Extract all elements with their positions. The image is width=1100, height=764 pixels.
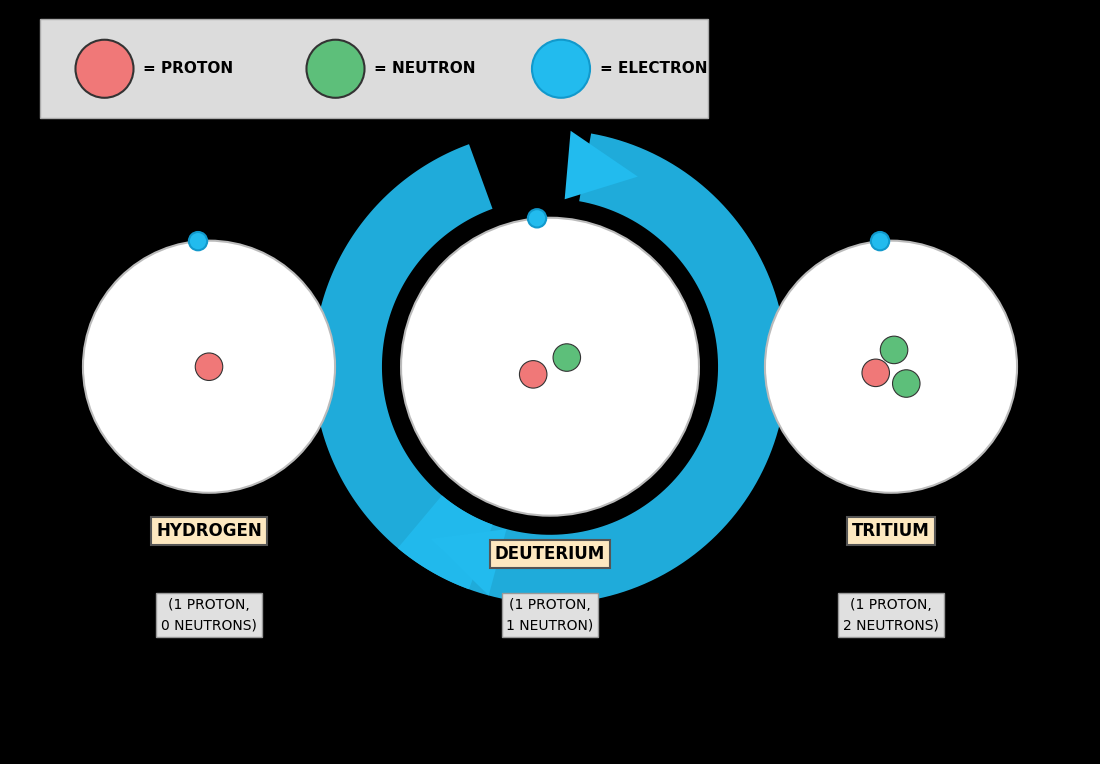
- Circle shape: [892, 370, 920, 397]
- Polygon shape: [314, 144, 493, 589]
- Text: = PROTON: = PROTON: [143, 61, 233, 76]
- Circle shape: [871, 232, 889, 251]
- Polygon shape: [564, 131, 638, 199]
- Circle shape: [196, 353, 222, 380]
- Polygon shape: [430, 529, 506, 595]
- Circle shape: [307, 40, 364, 98]
- Circle shape: [528, 209, 547, 228]
- Text: (1 PROTON,
0 NEUTRONS): (1 PROTON, 0 NEUTRONS): [161, 597, 257, 633]
- Text: (1 PROTON,
2 NEUTRONS): (1 PROTON, 2 NEUTRONS): [843, 597, 939, 633]
- Circle shape: [402, 218, 698, 516]
- Text: (1 PROTON,
1 NEUTRON): (1 PROTON, 1 NEUTRON): [506, 597, 594, 633]
- Text: HYDROGEN: HYDROGEN: [156, 522, 262, 540]
- Circle shape: [82, 241, 336, 493]
- Circle shape: [519, 361, 547, 388]
- FancyBboxPatch shape: [41, 19, 707, 118]
- Circle shape: [764, 241, 1018, 493]
- Text: = NEUTRON: = NEUTRON: [374, 61, 475, 76]
- Polygon shape: [398, 134, 786, 604]
- Circle shape: [880, 336, 907, 364]
- Text: DEUTERIUM: DEUTERIUM: [495, 545, 605, 563]
- Circle shape: [862, 359, 890, 387]
- Circle shape: [532, 40, 590, 98]
- Circle shape: [553, 344, 581, 371]
- Circle shape: [76, 40, 133, 98]
- Text: TRITIUM: TRITIUM: [852, 522, 930, 540]
- Text: = ELECTRON: = ELECTRON: [600, 61, 707, 76]
- Circle shape: [189, 232, 207, 251]
